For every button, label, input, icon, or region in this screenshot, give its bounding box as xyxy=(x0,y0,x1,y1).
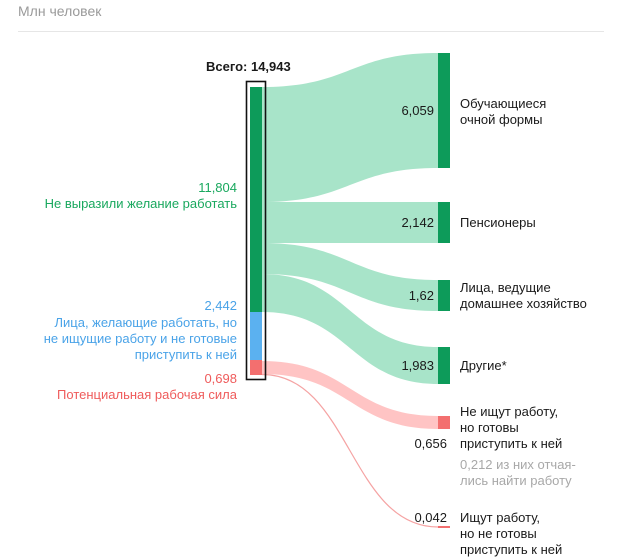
flow-to-not-seeking xyxy=(262,361,438,429)
target-label-not-seeking-line2: но готовы xyxy=(460,420,519,435)
bar-segment-no-desire xyxy=(250,87,262,312)
target-label-homemakers-line2: домашнее хозяйство xyxy=(460,296,587,311)
target-label-seeking-line2: но не готовы xyxy=(460,526,537,541)
target-value-students: 6,059 xyxy=(401,103,434,118)
divider xyxy=(18,31,604,32)
unit-label: Млн человек xyxy=(18,3,102,19)
target-bar-homemakers xyxy=(438,280,450,311)
source-value-wanting: 2,442 xyxy=(204,298,237,313)
flow-to-others xyxy=(262,274,438,384)
bar-segment-potential xyxy=(250,360,262,375)
target-value-not-seeking: 0,656 xyxy=(414,436,447,451)
source-label-no-desire: Не выразили желание работать xyxy=(44,196,237,211)
target-label-seeking-line1: Ищут работу, xyxy=(460,510,541,525)
source-label-wanting-line1: Лица, желающие работать, но xyxy=(54,315,237,330)
target-note-line2: лись найти работу xyxy=(460,473,572,488)
flow-to-seeking xyxy=(261,373,439,528)
total-label: Всего: 14,943 xyxy=(206,59,291,74)
source-label-wanting-line2: не ищущие работу и не готовые xyxy=(43,331,237,346)
target-bar-not-seeking xyxy=(438,416,450,429)
target-value-others: 1,983 xyxy=(401,358,434,373)
target-label-students-line1: Обучающиеся xyxy=(460,96,547,111)
target-value-seeking: 0,042 xyxy=(414,510,447,525)
flow-to-students xyxy=(262,53,438,202)
source-label-wanting-line3: приступить к ней xyxy=(134,347,237,362)
target-value-homemakers: 1,62 xyxy=(408,288,434,303)
total-frame xyxy=(245,80,267,381)
target-label-students-line2: очной формы xyxy=(460,112,543,127)
target-bar-seeking xyxy=(438,526,450,528)
target-bar-pensioners xyxy=(438,202,450,243)
source-label-potential: Потенциальная рабочая сила xyxy=(57,387,237,402)
target-label-homemakers-line1: Лица, ведущие xyxy=(460,280,551,295)
target-note-line1: 0,212 из них отчая- xyxy=(460,457,576,472)
source-value-potential: 0,698 xyxy=(204,371,237,386)
flow-to-pensioners xyxy=(262,202,438,243)
flow-to-homemakers xyxy=(262,243,438,311)
target-bar-others xyxy=(438,347,450,384)
target-label-not-seeking-line1: Не ищут работу, xyxy=(460,404,559,419)
source-value-no-desire: 11,804 xyxy=(198,180,237,195)
target-label-not-seeking-line3: приступить к ней xyxy=(460,436,563,451)
target-bar-students xyxy=(438,53,450,168)
target-label-pensioners: Пенсионеры xyxy=(460,215,536,230)
target-value-pensioners: 2,142 xyxy=(401,215,434,230)
bar-segment-wanting xyxy=(250,312,262,360)
target-label-others: Другие* xyxy=(460,358,507,373)
target-label-seeking-line3: приступить к ней xyxy=(460,542,563,557)
